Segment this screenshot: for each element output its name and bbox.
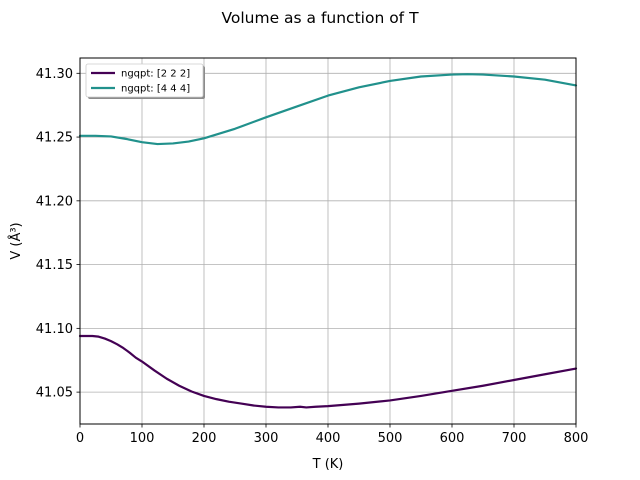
series-layer [78, 73, 578, 409]
y-tick-label: 41.05 [36, 386, 73, 401]
x-tick-label: 400 [316, 431, 341, 446]
y-axis: 41.05 41.10 41.15 41.20 41.25 41.30 [36, 67, 80, 401]
y-tick-label: 41.15 [36, 258, 73, 273]
x-tick-label: 600 [440, 431, 465, 446]
x-tick-label: 300 [254, 431, 279, 446]
y-tick-label: 41.20 [36, 194, 73, 209]
x-tick-label: 700 [502, 431, 527, 446]
y-axis-label: V (Å³) [8, 222, 24, 259]
legend: ngqpt: [2 2 2] ngqpt: [4 4 4] [85, 63, 205, 99]
x-tick-label: 100 [130, 431, 155, 446]
x-tick-label: 0 [76, 431, 84, 446]
legend-label: ngqpt: [2 2 2] [121, 69, 190, 80]
y-tick-label: 41.30 [36, 67, 73, 82]
legend-box [85, 63, 204, 98]
series-line-1 [78, 334, 578, 409]
x-axis: 0 100 200 300 400 500 600 700 800 [76, 424, 589, 446]
series-line-2 [78, 73, 578, 146]
x-tick-label: 200 [192, 431, 217, 446]
x-tick-label: 800 [564, 431, 589, 446]
x-tick-label: 500 [378, 431, 403, 446]
chart-title: Volume as a function of T [221, 9, 419, 27]
y-tick-label: 41.25 [36, 131, 73, 146]
legend-label: ngqpt: [4 4 4] [121, 84, 190, 95]
x-axis-label: T (K) [312, 457, 344, 472]
y-tick-label: 41.10 [36, 322, 73, 337]
